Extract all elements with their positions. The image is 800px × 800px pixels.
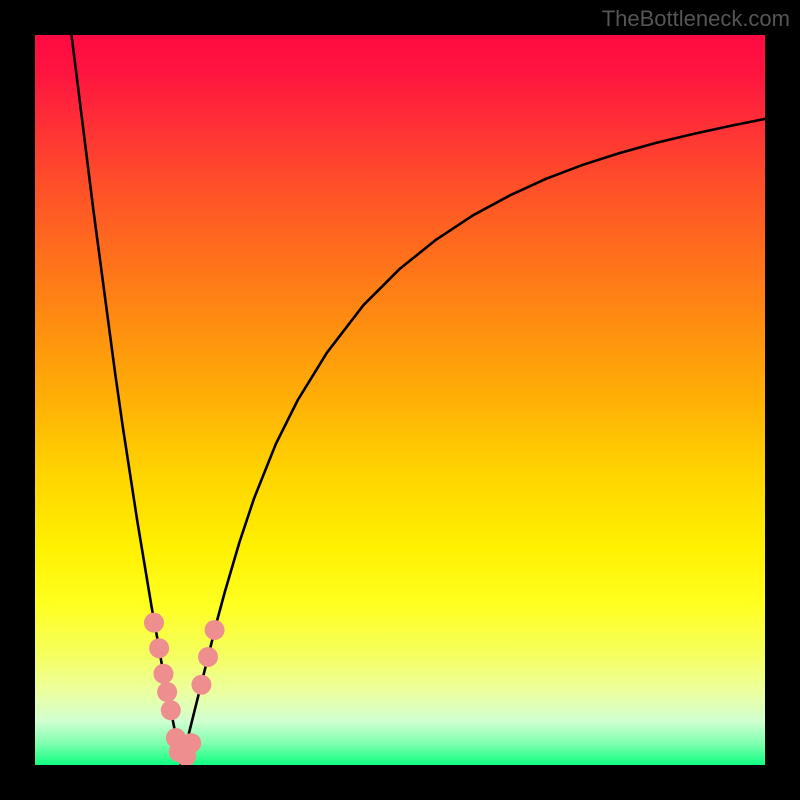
gpu-marker xyxy=(205,620,225,640)
gpu-marker xyxy=(144,613,164,633)
gpu-marker xyxy=(149,638,169,658)
gpu-marker xyxy=(153,664,173,684)
gpu-marker xyxy=(161,700,181,720)
gpu-marker xyxy=(181,733,201,753)
gpu-marker xyxy=(198,647,218,667)
chart-root: TheBottleneck.com xyxy=(0,0,800,800)
right-branch-curve xyxy=(181,119,765,765)
gpu-marker xyxy=(191,675,211,695)
plot-area xyxy=(35,35,765,765)
curve-layer xyxy=(35,35,765,765)
gpu-marker xyxy=(157,682,177,702)
watermark-text: TheBottleneck.com xyxy=(602,6,790,32)
